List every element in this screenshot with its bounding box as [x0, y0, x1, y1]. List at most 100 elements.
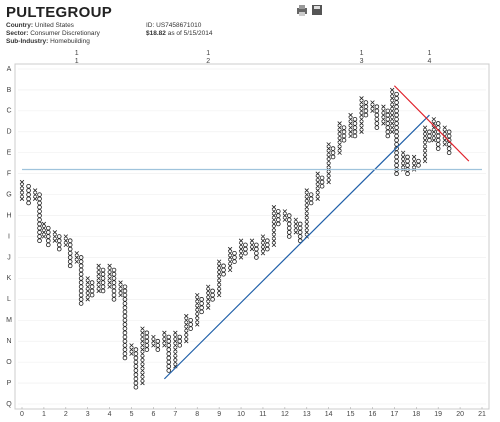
- x-box: [442, 129, 447, 134]
- x-box: [348, 117, 353, 122]
- x-box: [326, 175, 331, 181]
- o-box: [56, 246, 62, 252]
- o-box: [446, 133, 452, 139]
- x-box: [85, 297, 90, 302]
- o-box: [133, 372, 139, 377]
- save-icon[interactable]: [312, 5, 322, 15]
- x-box: [216, 284, 222, 289]
- column: [238, 238, 244, 260]
- x-box: [206, 301, 211, 306]
- column: [308, 192, 314, 206]
- o-box: [374, 121, 380, 126]
- x-box: [206, 305, 211, 310]
- column: [427, 129, 432, 143]
- field: Country: United States: [6, 22, 100, 30]
- o-box: [67, 259, 73, 264]
- x-box: [96, 276, 101, 281]
- o-box: [385, 116, 391, 122]
- x-box: [162, 334, 167, 340]
- field-value: Homebuilding: [50, 38, 90, 45]
- column: [431, 117, 436, 143]
- top-label: 4: [427, 58, 431, 65]
- x-box: [271, 225, 277, 231]
- x-box: [107, 280, 112, 285]
- x-box: [390, 125, 395, 130]
- x-box: [260, 234, 266, 239]
- column: [166, 334, 172, 373]
- x-box: [304, 213, 309, 218]
- o-box: [394, 116, 399, 122]
- o-box: [435, 133, 441, 139]
- x-box: [422, 146, 428, 151]
- x-box: [227, 246, 233, 252]
- o-box: [67, 238, 73, 243]
- o-box: [122, 343, 128, 348]
- x-box: [173, 343, 178, 348]
- o-box: [188, 317, 193, 323]
- x-box: [129, 343, 134, 348]
- y-tick-label: I: [8, 233, 10, 240]
- o-box: [265, 238, 270, 243]
- x-box: [390, 121, 395, 126]
- o-box: [363, 112, 369, 118]
- column: [184, 313, 189, 344]
- x-box: [140, 326, 145, 331]
- x-box: [195, 309, 200, 315]
- column: [227, 246, 233, 273]
- column: [416, 158, 421, 168]
- o-box: [330, 154, 336, 160]
- x-box: [227, 255, 233, 260]
- o-box: [352, 133, 358, 139]
- o-box: [319, 175, 325, 181]
- x-box: [348, 121, 353, 126]
- trend-line: [163, 114, 430, 380]
- column: [359, 96, 364, 134]
- x-box: [359, 100, 364, 105]
- x-box: [151, 334, 156, 340]
- top-label: 3: [360, 58, 364, 65]
- x-box: [390, 108, 395, 114]
- column: [319, 175, 325, 189]
- x-box: [282, 209, 288, 214]
- top-label: 1: [427, 50, 431, 57]
- x-box: [96, 263, 101, 268]
- o-box: [166, 364, 172, 369]
- y-tick-label: N: [6, 338, 11, 345]
- o-box: [111, 271, 117, 277]
- column: [297, 221, 303, 243]
- column: [41, 221, 47, 239]
- o-box: [286, 217, 292, 223]
- x-box: [315, 179, 320, 185]
- print-icon[interactable]: [297, 5, 307, 16]
- top-label: 1: [206, 50, 210, 57]
- o-box: [144, 330, 150, 336]
- top-label: 1: [75, 50, 79, 57]
- x-box: [282, 213, 288, 218]
- o-box: [111, 267, 117, 273]
- x-box: [63, 242, 68, 248]
- x-tick-label: 16: [369, 411, 377, 418]
- y-tick-label: H: [6, 212, 11, 219]
- column: [243, 242, 248, 256]
- x-box: [107, 263, 112, 268]
- x-box: [140, 330, 145, 335]
- o-box: [37, 209, 42, 214]
- o-box: [385, 108, 391, 114]
- o-box: [394, 96, 399, 101]
- o-box: [133, 384, 139, 390]
- o-box: [243, 242, 248, 248]
- x-box: [151, 343, 156, 348]
- x-box: [337, 138, 342, 143]
- o-box: [133, 368, 139, 373]
- o-box: [111, 292, 117, 298]
- o-box: [199, 305, 204, 310]
- x-box: [216, 288, 222, 294]
- column: [96, 263, 101, 294]
- x-box: [337, 146, 342, 151]
- o-box: [45, 242, 51, 248]
- x-tick-label: 20: [456, 411, 464, 418]
- o-box: [37, 192, 42, 197]
- o-box: [122, 284, 128, 290]
- column: [390, 87, 395, 134]
